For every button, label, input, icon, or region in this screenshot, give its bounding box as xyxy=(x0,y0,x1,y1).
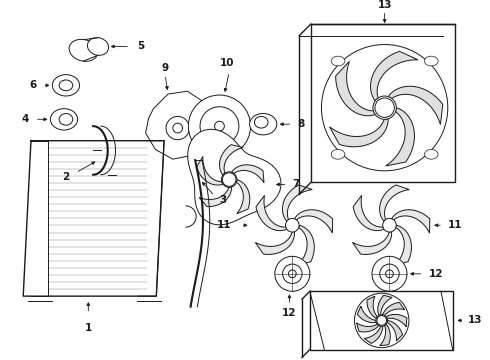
Polygon shape xyxy=(353,195,384,231)
Circle shape xyxy=(383,219,396,232)
Polygon shape xyxy=(386,314,407,327)
Polygon shape xyxy=(294,210,333,233)
Text: 9: 9 xyxy=(162,63,169,73)
Ellipse shape xyxy=(69,39,98,61)
Text: 4: 4 xyxy=(22,114,29,124)
Circle shape xyxy=(222,173,236,186)
Text: 3: 3 xyxy=(220,195,227,205)
Ellipse shape xyxy=(52,75,79,96)
Polygon shape xyxy=(330,119,388,147)
Ellipse shape xyxy=(59,113,73,125)
Text: 12: 12 xyxy=(428,269,443,279)
Polygon shape xyxy=(367,296,377,319)
Polygon shape xyxy=(237,180,250,214)
Ellipse shape xyxy=(87,37,109,55)
Polygon shape xyxy=(394,225,412,266)
Text: 5: 5 xyxy=(137,41,144,51)
Polygon shape xyxy=(383,302,405,315)
Polygon shape xyxy=(392,210,430,233)
Circle shape xyxy=(289,270,296,278)
Polygon shape xyxy=(380,324,391,346)
Polygon shape xyxy=(336,61,375,116)
Polygon shape xyxy=(256,195,287,231)
Circle shape xyxy=(200,107,239,145)
Ellipse shape xyxy=(249,113,277,135)
Ellipse shape xyxy=(424,56,438,66)
Ellipse shape xyxy=(424,149,438,159)
Polygon shape xyxy=(199,187,232,207)
Text: 6: 6 xyxy=(29,80,37,90)
Text: 1: 1 xyxy=(85,323,92,333)
Circle shape xyxy=(283,264,302,284)
Circle shape xyxy=(188,95,250,157)
Polygon shape xyxy=(370,51,418,101)
Text: 10: 10 xyxy=(220,58,235,68)
Polygon shape xyxy=(380,185,409,221)
Text: 7: 7 xyxy=(293,179,300,189)
Ellipse shape xyxy=(59,80,73,91)
Circle shape xyxy=(375,98,394,117)
Text: 11: 11 xyxy=(217,220,231,230)
Ellipse shape xyxy=(331,56,345,66)
Circle shape xyxy=(166,116,189,140)
Polygon shape xyxy=(196,157,223,185)
Polygon shape xyxy=(386,108,415,166)
Circle shape xyxy=(372,256,407,291)
Polygon shape xyxy=(255,232,294,255)
Ellipse shape xyxy=(254,116,268,128)
Circle shape xyxy=(380,264,399,284)
Text: 11: 11 xyxy=(448,220,462,230)
Polygon shape xyxy=(282,185,312,221)
Polygon shape xyxy=(357,306,376,323)
Circle shape xyxy=(376,315,388,326)
Ellipse shape xyxy=(331,149,345,159)
Circle shape xyxy=(286,219,299,232)
Text: 2: 2 xyxy=(62,172,70,182)
Polygon shape xyxy=(232,165,264,183)
Polygon shape xyxy=(188,129,281,225)
Polygon shape xyxy=(357,323,379,332)
Circle shape xyxy=(377,316,387,325)
Circle shape xyxy=(173,123,183,133)
Text: 13: 13 xyxy=(377,0,392,10)
Text: 12: 12 xyxy=(282,308,296,318)
Polygon shape xyxy=(378,295,392,315)
Circle shape xyxy=(373,96,396,119)
Polygon shape xyxy=(364,326,383,343)
Ellipse shape xyxy=(50,109,77,130)
Circle shape xyxy=(321,45,448,171)
Polygon shape xyxy=(146,91,207,159)
Polygon shape xyxy=(297,225,314,266)
Circle shape xyxy=(354,293,409,348)
Text: 8: 8 xyxy=(297,119,304,129)
Circle shape xyxy=(221,172,237,187)
Polygon shape xyxy=(220,145,243,175)
Circle shape xyxy=(386,270,393,278)
Polygon shape xyxy=(388,86,443,125)
Circle shape xyxy=(215,121,224,131)
Polygon shape xyxy=(387,320,403,341)
Circle shape xyxy=(275,256,310,291)
Polygon shape xyxy=(352,232,392,255)
Text: 13: 13 xyxy=(468,315,483,325)
